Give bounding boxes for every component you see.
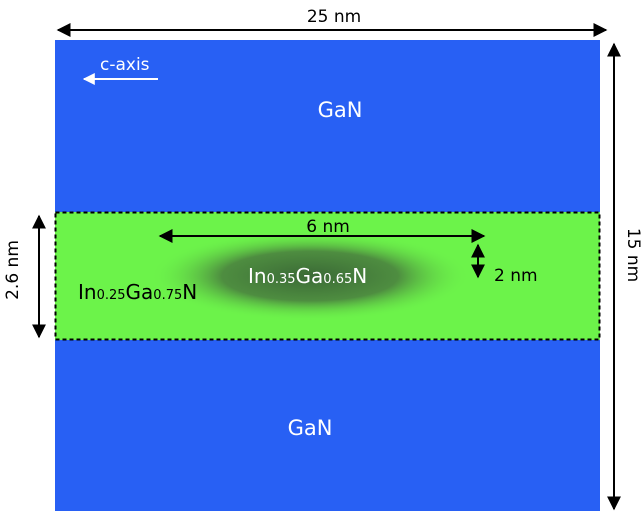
well-sub-in: 0.25 xyxy=(97,288,126,303)
dot-base-ga: Ga xyxy=(296,264,324,288)
width-label: 25 nm xyxy=(307,7,361,27)
well-composition-label: In0.25Ga0.75N xyxy=(78,280,197,304)
well-sub-ga: 0.75 xyxy=(153,288,182,303)
dot-height-label: 2 nm xyxy=(494,266,538,286)
gan-top-label: GaN xyxy=(318,98,363,122)
well-thickness-label: 2.6 nm xyxy=(3,240,23,300)
dot-base-in: In xyxy=(248,264,267,288)
well-base-in: In xyxy=(78,280,97,304)
dot-base-n: N xyxy=(352,264,367,288)
well-base-ga: Ga xyxy=(126,280,154,304)
gan-bottom-layer xyxy=(55,340,600,511)
well-base-n: N xyxy=(182,280,197,304)
dot-sub-in: 0.35 xyxy=(267,272,296,287)
c-axis-label: c-axis xyxy=(100,55,150,75)
dot-length-label: 6 nm xyxy=(306,217,350,237)
dot-sub-ga: 0.65 xyxy=(323,272,352,287)
height-label: 15 nm xyxy=(623,228,643,282)
gan-top-layer xyxy=(55,40,600,212)
gan-bottom-label: GaN xyxy=(288,416,333,440)
dot-composition-label: In0.35Ga0.65N xyxy=(248,264,367,288)
quantum-dot xyxy=(150,231,470,321)
